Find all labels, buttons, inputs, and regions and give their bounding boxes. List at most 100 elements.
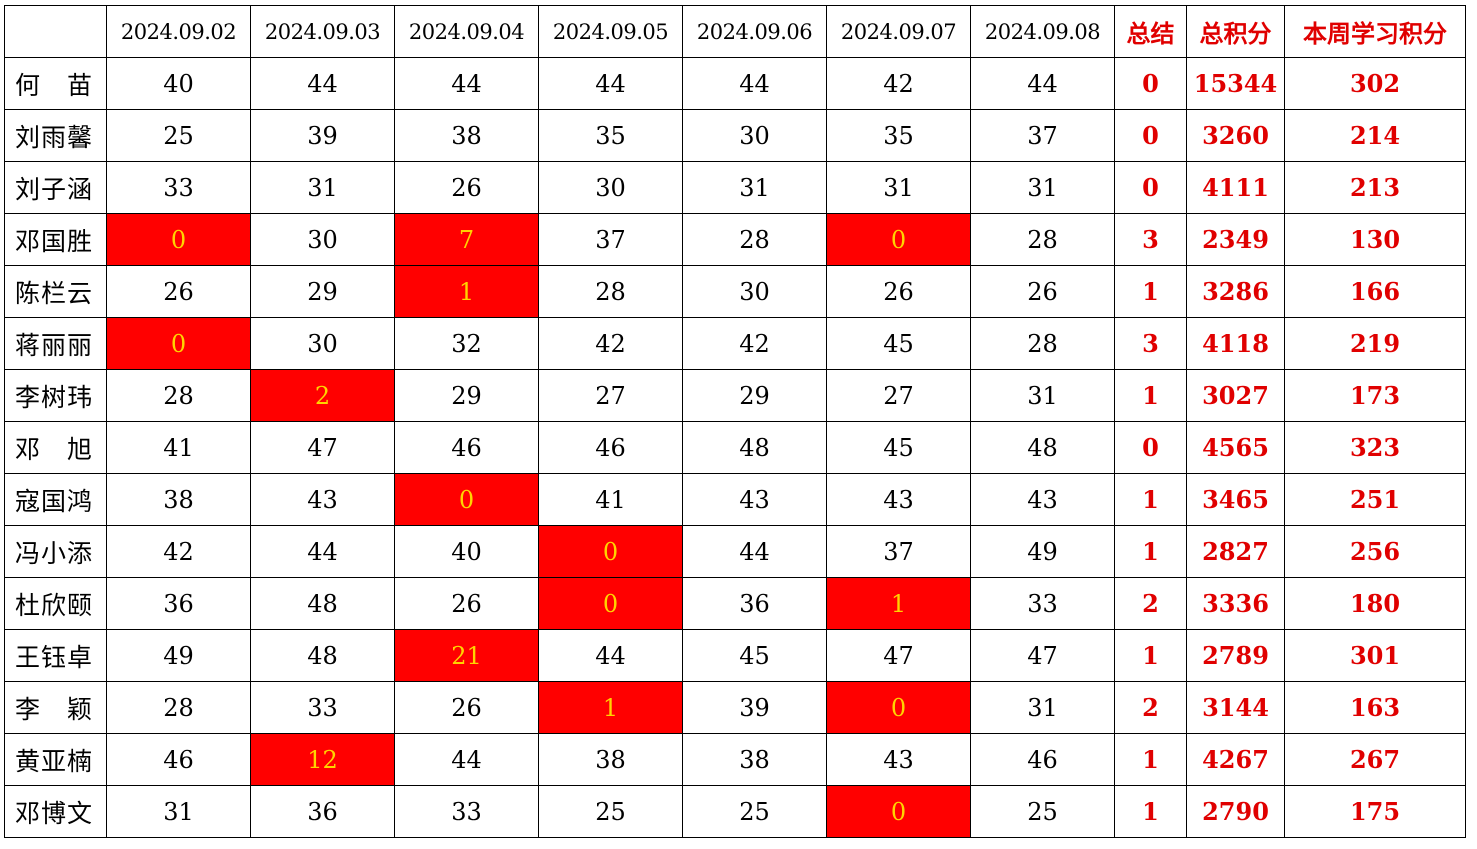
daily-score-cell[interactable]: 47 (826, 629, 971, 682)
daily-score-cell[interactable]: 44 (682, 57, 827, 110)
daily-score-cell[interactable]: 48 (250, 629, 395, 682)
student-name-cell[interactable]: 何 苗 (4, 57, 107, 110)
daily-score-cell[interactable]: 31 (970, 161, 1115, 214)
daily-score-cell[interactable]: 43 (826, 473, 971, 526)
daily-score-cell[interactable]: 44 (394, 57, 539, 110)
daily-score-cell[interactable]: 26 (394, 681, 539, 734)
daily-score-cell[interactable]: 29 (394, 369, 539, 422)
daily-score-cell[interactable]: 26 (394, 161, 539, 214)
daily-score-cell[interactable]: 25 (106, 109, 251, 162)
daily-score-cell[interactable]: 38 (538, 733, 683, 786)
summary-count-cell[interactable]: 1 (1114, 265, 1187, 318)
daily-score-cell[interactable]: 28 (970, 317, 1115, 370)
student-name-cell[interactable]: 杜欣颐 (4, 577, 107, 630)
total-points-cell[interactable]: 4118 (1186, 317, 1285, 370)
daily-score-cell[interactable]: 30 (538, 161, 683, 214)
student-name-cell[interactable]: 刘子涵 (4, 161, 107, 214)
daily-score-cell[interactable]: 2 (250, 369, 395, 422)
daily-score-cell[interactable]: 45 (826, 421, 971, 474)
daily-score-cell[interactable]: 28 (682, 213, 827, 266)
daily-score-cell[interactable]: 44 (682, 525, 827, 578)
daily-score-cell[interactable]: 25 (538, 785, 683, 838)
daily-score-cell[interactable]: 45 (826, 317, 971, 370)
daily-score-cell[interactable]: 36 (106, 577, 251, 630)
student-name-cell[interactable]: 李树玮 (4, 369, 107, 422)
daily-score-cell[interactable]: 33 (106, 161, 251, 214)
daily-score-cell[interactable]: 42 (682, 317, 827, 370)
daily-score-cell[interactable]: 40 (106, 57, 251, 110)
summary-count-cell[interactable]: 3 (1114, 213, 1187, 266)
weekly-points-cell[interactable]: 213 (1284, 161, 1466, 214)
daily-score-cell[interactable]: 32 (394, 317, 539, 370)
weekly-points-cell[interactable]: 251 (1284, 473, 1466, 526)
daily-score-cell[interactable]: 37 (538, 213, 683, 266)
daily-score-cell[interactable]: 0 (394, 473, 539, 526)
daily-score-cell[interactable]: 0 (538, 577, 683, 630)
daily-score-cell[interactable]: 26 (394, 577, 539, 630)
header-date-6[interactable]: 2024.09.07 (826, 5, 971, 58)
header-date-7[interactable]: 2024.09.08 (970, 5, 1115, 58)
daily-score-cell[interactable]: 1 (538, 681, 683, 734)
total-points-cell[interactable]: 4267 (1186, 733, 1285, 786)
student-name-cell[interactable]: 冯小添 (4, 525, 107, 578)
daily-score-cell[interactable]: 47 (250, 421, 395, 474)
daily-score-cell[interactable]: 28 (106, 681, 251, 734)
daily-score-cell[interactable]: 35 (826, 109, 971, 162)
daily-score-cell[interactable]: 0 (106, 317, 251, 370)
summary-count-cell[interactable]: 1 (1114, 785, 1187, 838)
daily-score-cell[interactable]: 1 (826, 577, 971, 630)
daily-score-cell[interactable]: 0 (538, 525, 683, 578)
daily-score-cell[interactable]: 41 (106, 421, 251, 474)
daily-score-cell[interactable]: 26 (970, 265, 1115, 318)
weekly-points-cell[interactable]: 323 (1284, 421, 1466, 474)
daily-score-cell[interactable]: 33 (394, 785, 539, 838)
student-name-cell[interactable]: 邓国胜 (4, 213, 107, 266)
weekly-points-cell[interactable]: 166 (1284, 265, 1466, 318)
summary-count-cell[interactable]: 0 (1114, 57, 1187, 110)
summary-count-cell[interactable]: 3 (1114, 317, 1187, 370)
daily-score-cell[interactable]: 41 (538, 473, 683, 526)
total-points-cell[interactable]: 3027 (1186, 369, 1285, 422)
summary-count-cell[interactable]: 0 (1114, 109, 1187, 162)
daily-score-cell[interactable]: 35 (538, 109, 683, 162)
weekly-points-cell[interactable]: 173 (1284, 369, 1466, 422)
header-date-5[interactable]: 2024.09.06 (682, 5, 827, 58)
daily-score-cell[interactable]: 21 (394, 629, 539, 682)
daily-score-cell[interactable]: 39 (682, 681, 827, 734)
daily-score-cell[interactable]: 43 (970, 473, 1115, 526)
daily-score-cell[interactable]: 49 (970, 525, 1115, 578)
daily-score-cell[interactable]: 44 (394, 733, 539, 786)
daily-score-cell[interactable]: 31 (826, 161, 971, 214)
weekly-points-cell[interactable]: 163 (1284, 681, 1466, 734)
daily-score-cell[interactable]: 43 (250, 473, 395, 526)
daily-score-cell[interactable]: 49 (106, 629, 251, 682)
weekly-points-cell[interactable]: 175 (1284, 785, 1466, 838)
summary-count-cell[interactable]: 2 (1114, 681, 1187, 734)
summary-count-cell[interactable]: 2 (1114, 577, 1187, 630)
total-points-cell[interactable]: 2789 (1186, 629, 1285, 682)
student-name-cell[interactable]: 寇国鸿 (4, 473, 107, 526)
total-points-cell[interactable]: 2349 (1186, 213, 1285, 266)
daily-score-cell[interactable]: 33 (250, 681, 395, 734)
summary-count-cell[interactable]: 1 (1114, 733, 1187, 786)
summary-count-cell[interactable]: 0 (1114, 421, 1187, 474)
daily-score-cell[interactable]: 0 (826, 681, 971, 734)
daily-score-cell[interactable]: 27 (538, 369, 683, 422)
daily-score-cell[interactable]: 30 (682, 265, 827, 318)
corner-cell[interactable] (4, 5, 107, 58)
header-date-3[interactable]: 2024.09.04 (394, 5, 539, 58)
student-name-cell[interactable]: 刘雨馨 (4, 109, 107, 162)
daily-score-cell[interactable]: 28 (538, 265, 683, 318)
total-points-cell[interactable]: 2790 (1186, 785, 1285, 838)
daily-score-cell[interactable]: 31 (250, 161, 395, 214)
daily-score-cell[interactable]: 48 (682, 421, 827, 474)
daily-score-cell[interactable]: 31 (970, 369, 1115, 422)
daily-score-cell[interactable]: 31 (682, 161, 827, 214)
daily-score-cell[interactable]: 38 (394, 109, 539, 162)
header-date-1[interactable]: 2024.09.02 (106, 5, 251, 58)
daily-score-cell[interactable]: 31 (106, 785, 251, 838)
student-name-cell[interactable]: 王钰卓 (4, 629, 107, 682)
student-name-cell[interactable]: 蒋丽丽 (4, 317, 107, 370)
weekly-points-cell[interactable]: 256 (1284, 525, 1466, 578)
header-weekly-points[interactable]: 本周学习积分 (1284, 5, 1466, 58)
